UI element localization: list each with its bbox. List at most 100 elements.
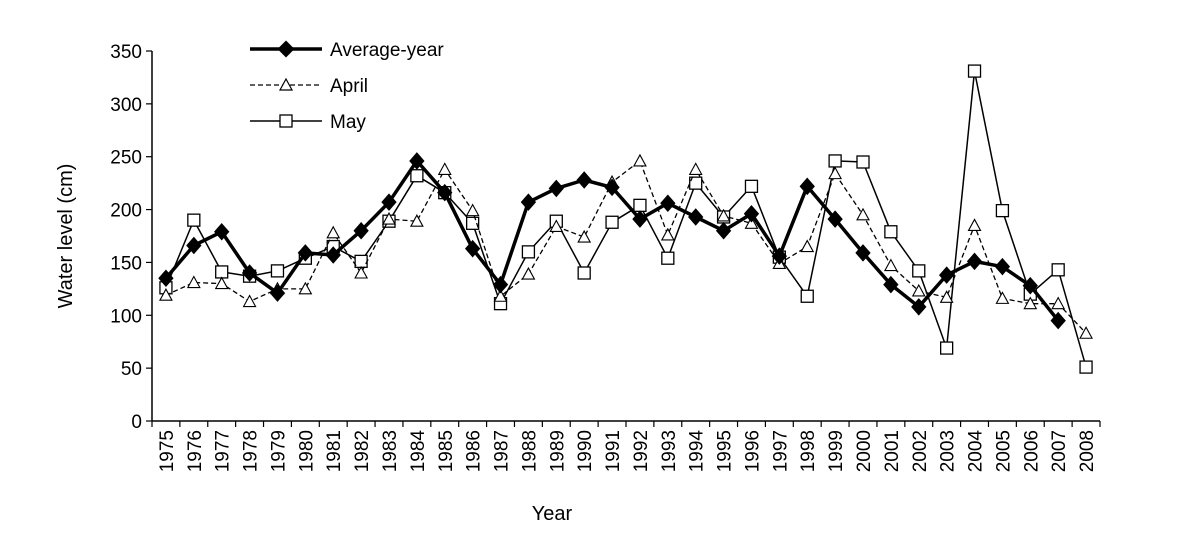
data-point-average-year	[855, 244, 871, 262]
data-point-april	[577, 229, 592, 243]
data-point-april	[856, 207, 870, 221]
data-point-april	[437, 162, 452, 175]
data-point-may	[744, 179, 759, 193]
y-tick-label: 150	[110, 253, 142, 274]
x-tick-label: 1999	[826, 430, 847, 472]
data-point-april	[521, 266, 536, 280]
legend-item-may: May	[250, 112, 366, 133]
data-point-april	[1079, 326, 1093, 339]
data-point-april	[633, 153, 647, 167]
series-line-may	[165, 70, 1087, 368]
data-point-may	[1051, 263, 1065, 277]
data-point-may	[884, 225, 898, 239]
data-point-april	[354, 265, 369, 279]
x-tick-label: 1998	[798, 430, 819, 472]
data-point-average-year	[660, 194, 676, 212]
legend-marker-average-year	[277, 40, 295, 58]
data-point-average-year	[186, 236, 202, 255]
x-tick-label: 1986	[464, 430, 485, 472]
data-point-april	[1051, 296, 1066, 310]
data-point-may	[577, 266, 591, 280]
data-point-april	[465, 203, 480, 217]
series-april	[159, 153, 1093, 339]
data-point-april	[214, 276, 229, 290]
x-tick-label: 1982	[352, 430, 373, 472]
data-point-average-year	[353, 221, 369, 240]
data-point-april	[493, 289, 508, 302]
x-tick-label: 1995	[715, 430, 736, 472]
data-point-may	[215, 265, 229, 279]
legend-label-may: May	[330, 112, 366, 133]
x-tick-label: 1978	[241, 430, 262, 472]
data-point-may	[633, 198, 647, 212]
legend-label-april: April	[330, 76, 368, 97]
data-point-average-year	[548, 179, 564, 198]
data-point-average-year	[827, 210, 843, 228]
data-point-average-year	[269, 284, 286, 302]
x-tick-label: 2000	[854, 430, 875, 472]
data-point-april	[800, 239, 815, 253]
data-point-average-year	[883, 275, 899, 294]
data-point-april	[159, 288, 173, 301]
data-point-april	[828, 166, 843, 180]
data-point-average-year	[1022, 276, 1038, 295]
data-point-april	[744, 216, 759, 229]
x-tick-label: 2005	[993, 430, 1014, 472]
x-tick-label: 1989	[547, 430, 568, 472]
data-point-may	[1079, 360, 1093, 374]
data-point-april	[688, 162, 703, 175]
data-point-may	[354, 254, 368, 269]
data-point-may	[661, 251, 675, 265]
y-tick-label: 350	[110, 42, 142, 63]
data-point-may	[995, 203, 1010, 218]
data-point-may	[689, 176, 703, 190]
data-point-april	[1023, 296, 1038, 310]
x-tick-label: 2002	[910, 430, 931, 472]
data-point-may	[410, 169, 424, 183]
x-tick-label: 1977	[213, 430, 234, 472]
data-point-average-year	[938, 266, 955, 284]
legend-marker-april	[278, 77, 294, 91]
x-tick-label: 1993	[659, 430, 680, 472]
data-point-may	[521, 245, 536, 259]
data-point-april	[911, 283, 926, 297]
data-point-average-year	[520, 193, 537, 211]
data-point-may	[828, 154, 842, 168]
data-point-average-year	[632, 210, 648, 228]
x-tick-label: 1996	[742, 430, 763, 472]
data-point-may	[270, 264, 285, 278]
data-point-average-year	[214, 223, 230, 241]
data-point-april	[382, 211, 396, 225]
x-tick-label: 1994	[687, 430, 708, 473]
data-point-april	[326, 225, 341, 239]
legend-marker-may	[279, 114, 293, 128]
y-tick-label: 200	[110, 201, 142, 222]
x-tick-label: 1992	[631, 430, 652, 472]
legend: Average-year April May	[250, 40, 444, 133]
data-point-april	[660, 227, 675, 241]
y-axis-title: Water level (cm)	[55, 164, 77, 309]
data-point-average-year	[688, 208, 704, 226]
data-point-average-year	[409, 152, 425, 170]
data-point-average-year	[492, 275, 509, 294]
y-ticks: 0 50 100 150 200 250 300 350	[110, 42, 152, 433]
x-axis: 1975 1976 1977 1978 1979 1980 1981 1982 1983 1984…	[151, 420, 1101, 473]
data-point-april	[939, 290, 954, 303]
x-tick-label: 1990	[575, 430, 596, 472]
x-tick-label: 2003	[938, 430, 959, 472]
y-tick-label: 300	[110, 95, 142, 116]
legend-item-april: April	[250, 76, 368, 97]
data-point-april	[298, 281, 313, 295]
data-point-average-year	[743, 205, 760, 223]
data-point-average-year	[799, 177, 815, 196]
series-layer	[158, 64, 1093, 374]
data-point-april	[409, 214, 424, 227]
data-point-april	[883, 258, 898, 272]
data-point-average-year	[297, 244, 314, 262]
x-tick-label: 1988	[519, 430, 540, 472]
data-point-average-year	[1050, 311, 1066, 330]
x-tick-label: 2007	[1049, 430, 1070, 472]
data-point-may	[939, 341, 954, 355]
y-axis: 0 50 100 150 200 250 300 350	[110, 42, 153, 433]
x-tick-label: 1983	[380, 430, 401, 472]
